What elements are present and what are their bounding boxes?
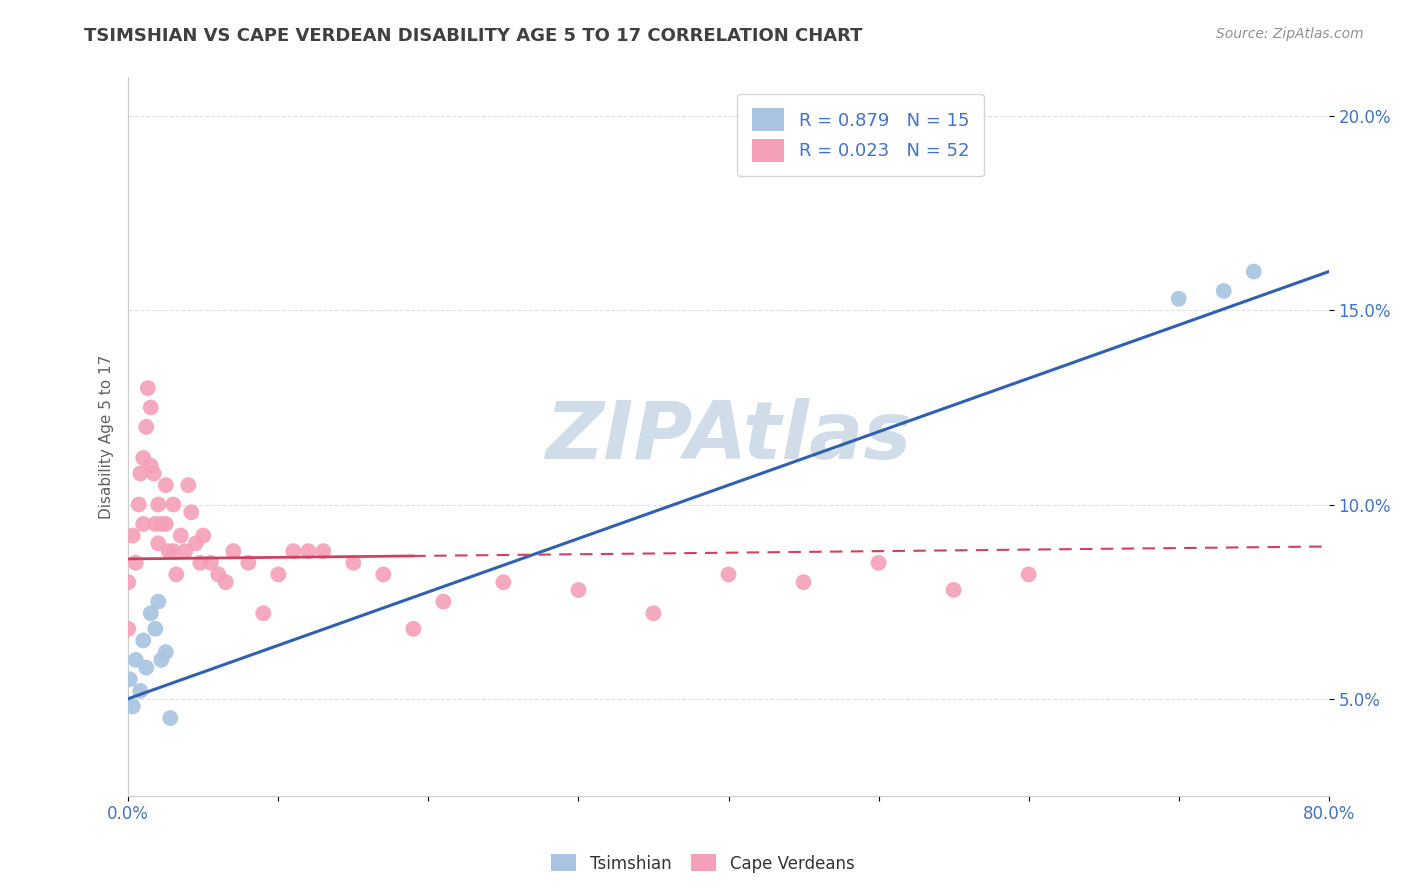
Point: [162, 544, 184, 558]
Point: [1243, 264, 1265, 278]
Point: [643, 607, 665, 621]
Point: [139, 458, 162, 473]
Point: [238, 556, 260, 570]
Point: [136, 381, 159, 395]
Point: [148, 498, 170, 512]
Point: [155, 516, 177, 531]
Point: [312, 544, 335, 558]
Point: [402, 622, 425, 636]
Text: ZIPAtlas: ZIPAtlas: [546, 398, 911, 475]
Point: [117, 622, 139, 636]
Point: [193, 528, 215, 542]
Point: [159, 711, 181, 725]
Point: [129, 467, 152, 481]
Point: [174, 544, 197, 558]
Point: [1018, 567, 1040, 582]
Point: [215, 575, 238, 590]
Point: [180, 505, 202, 519]
Point: [125, 556, 148, 570]
Point: [297, 544, 319, 558]
Point: [252, 607, 274, 621]
Point: [188, 556, 211, 570]
Point: [373, 567, 395, 582]
Point: [1212, 284, 1234, 298]
Point: [118, 673, 141, 687]
Point: [139, 607, 162, 621]
Point: [155, 645, 177, 659]
Point: [135, 420, 157, 434]
Point: [129, 684, 152, 698]
Point: [267, 567, 290, 582]
Point: [342, 556, 364, 570]
Text: Source: ZipAtlas.com: Source: ZipAtlas.com: [1216, 27, 1364, 41]
Legend: Tsimshian, Cape Verdeans: Tsimshian, Cape Verdeans: [544, 847, 862, 880]
Point: [432, 594, 454, 608]
Point: [132, 633, 155, 648]
Point: [492, 575, 515, 590]
Y-axis label: Disability Age 5 to 17: Disability Age 5 to 17: [100, 354, 114, 519]
Point: [793, 575, 815, 590]
Point: [717, 567, 740, 582]
Point: [135, 660, 157, 674]
Point: [132, 450, 155, 465]
Point: [207, 567, 229, 582]
Point: [184, 536, 207, 550]
Point: [222, 544, 245, 558]
Text: TSIMSHIAN VS CAPE VERDEAN DISABILITY AGE 5 TO 17 CORRELATION CHART: TSIMSHIAN VS CAPE VERDEAN DISABILITY AGE…: [84, 27, 863, 45]
Legend: R = 0.879   N = 15, R = 0.023   N = 52: R = 0.879 N = 15, R = 0.023 N = 52: [737, 94, 984, 176]
Point: [165, 567, 187, 582]
Point: [868, 556, 890, 570]
Point: [162, 498, 184, 512]
Point: [567, 582, 589, 597]
Point: [143, 622, 166, 636]
Point: [283, 544, 305, 558]
Point: [132, 516, 155, 531]
Point: [150, 653, 173, 667]
Point: [121, 699, 143, 714]
Point: [150, 516, 173, 531]
Point: [170, 528, 193, 542]
Point: [177, 478, 200, 492]
Point: [942, 582, 965, 597]
Point: [143, 516, 166, 531]
Point: [139, 401, 162, 415]
Point: [121, 528, 143, 542]
Point: [155, 478, 177, 492]
Point: [157, 544, 180, 558]
Point: [117, 575, 139, 590]
Point: [125, 653, 148, 667]
Point: [200, 556, 222, 570]
Point: [148, 594, 170, 608]
Point: [148, 536, 170, 550]
Point: [128, 498, 150, 512]
Point: [142, 467, 165, 481]
Point: [1167, 292, 1189, 306]
